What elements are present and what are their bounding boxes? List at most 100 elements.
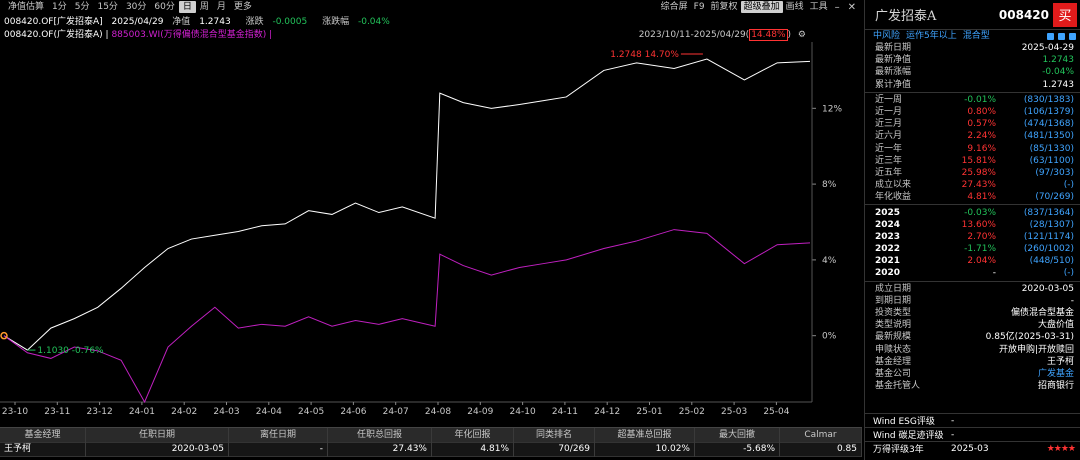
legend-fund[interactable]: 008420.OF(广发招泰A) |: [4, 30, 109, 40]
info-value: 15.81%: [961, 155, 996, 166]
x-tick-label: 25-04: [763, 407, 789, 417]
rank-value[interactable]: (-): [1063, 180, 1074, 191]
info-row: 2022 -1.71% (260/1002): [865, 243, 1080, 255]
info-value: 2025-04-29: [1021, 43, 1074, 54]
rank-value[interactable]: (260/1002): [1023, 244, 1074, 255]
star-icon[interactable]: [1069, 32, 1076, 40]
info-value: 2.70%: [967, 231, 996, 242]
info-row: 近三月 0.57% (474/1368): [865, 118, 1080, 130]
rank-value[interactable]: (106/1379): [1023, 107, 1074, 118]
chart-area[interactable]: 净值估算 1分 5分 15分 30分 60分日周月更多 综合屏 F9 前复权 超级叠加 画线 工具 …: [0, 0, 862, 460]
chart-legend: 008420.OF(广发招泰A) | 885003.WI(万得偏债混合型基金指数…: [4, 29, 272, 41]
info-value: 2.24%: [967, 131, 996, 142]
buy-button[interactable]: 买: [1053, 2, 1077, 27]
rank-value[interactable]: (481/1350): [1023, 131, 1074, 142]
rank-value[interactable]: (448/510): [1029, 256, 1074, 267]
info-value: 25.98%: [961, 167, 996, 178]
info-value: 大盘价值: [1037, 320, 1074, 331]
table-row[interactable]: 王予柯 2020-03-05-27.43% 4.81% 70/269 10.02% -5.…: [0, 442, 862, 457]
info-value: -0.04%: [1042, 67, 1074, 78]
table-cell: 10.02%: [595, 442, 695, 457]
info-row: 最新日期 2025-04-29: [865, 42, 1080, 54]
details-section: 成立日期 2020-03-05 到期日期 - 投资类型 偏债混合型基金 类型说明 大盘价值 最新…: [865, 283, 1080, 393]
series-line-1[interactable]: [3, 229, 811, 404]
rank-value[interactable]: (474/1368): [1023, 119, 1074, 130]
table-header: 基金经理 任职日期 离任日期 任职总回报 年化回报 同类排名 超基准总回报 最大回撤 Calma…: [0, 427, 862, 443]
edit-icon[interactable]: [1047, 32, 1054, 40]
info-label: 2024: [875, 219, 901, 230]
info-row: 2021 2.04% (448/510): [865, 255, 1080, 267]
period-9[interactable]: 更多: [233, 2, 252, 12]
nav-chart[interactable]: 12% 8% 4% 0% 23-10 23-11 23-12 24-01 24-02 24-03 2…: [0, 42, 862, 427]
info-label: 累计净值: [875, 79, 912, 90]
info-row: 累计净值 1.2743: [865, 79, 1080, 91]
period-1[interactable]: 1分: [52, 2, 67, 12]
info-label: 近五年: [875, 167, 903, 178]
table-header-cell[interactable]: 年化回报: [432, 427, 514, 443]
info-row: 申赎状态 开放申购|开放赎回: [865, 344, 1080, 356]
tool-3[interactable]: 超级叠加: [740, 1, 783, 13]
rank-value[interactable]: (121/1174): [1023, 231, 1074, 242]
period-5[interactable]: 60分: [154, 2, 175, 12]
table-header-cell[interactable]: 任职总回报: [328, 427, 432, 443]
rank-value[interactable]: (-): [1063, 268, 1074, 279]
table-header-cell[interactable]: Calmar: [780, 427, 862, 443]
y-tick-label: 8%: [822, 180, 837, 190]
lock-icon[interactable]: [1058, 32, 1065, 40]
settings-icon[interactable]: ⚙: [797, 30, 806, 40]
fund-code-label: 008420.OF[广发招泰A]: [4, 17, 103, 27]
yearly-section: 2025 -0.03% (837/1364) 2024 13.60% (28/1307) 2…: [865, 206, 1080, 279]
minimize-icon[interactable]: –: [834, 1, 840, 13]
rank-value[interactable]: (28/1307): [1029, 219, 1074, 230]
rank-value[interactable]: (63/1100): [1029, 155, 1074, 166]
info-row: 到期日期 -: [865, 295, 1080, 307]
info-label: 到期日期: [875, 295, 912, 306]
x-tick-label: 24-01: [129, 407, 155, 417]
rank-value[interactable]: (85/1330): [1029, 143, 1074, 154]
legend-index[interactable]: 885003.WI(万得偏债混合型基金指数) |: [111, 30, 273, 40]
rank-value[interactable]: (70/269): [1035, 192, 1074, 203]
rank-value[interactable]: (97/303): [1035, 167, 1074, 178]
info-row: 2023 2.70% (121/1174): [865, 231, 1080, 243]
table-header-cell[interactable]: 任职日期: [86, 427, 229, 443]
table-header-cell[interactable]: 超基准总回报: [595, 427, 695, 443]
tool-1[interactable]: F9: [693, 2, 705, 12]
period-3[interactable]: 15分: [97, 2, 118, 12]
info-label: 2022: [875, 244, 901, 255]
period-7[interactable]: 周: [199, 2, 209, 12]
tool-0[interactable]: 综合屏: [660, 2, 688, 12]
period-8[interactable]: 月: [216, 2, 226, 12]
series-line-0[interactable]: [3, 58, 811, 351]
table-header-cell[interactable]: 离任日期: [229, 427, 328, 443]
period-2[interactable]: 5分: [74, 2, 90, 12]
close-icon[interactable]: ✕: [847, 1, 856, 13]
period-0[interactable]: 净值估算: [8, 2, 45, 12]
period-4[interactable]: 30分: [125, 2, 147, 12]
table-header-cell[interactable]: 最大回撤: [695, 427, 780, 443]
x-tick-label: 24-03: [213, 407, 239, 417]
info-label: 2023: [875, 231, 901, 242]
info-row: 成立以来 27.43% (-): [865, 179, 1080, 191]
x-tick-label: 24-12: [594, 407, 620, 417]
max-annotation: 1.2748 14.70%: [610, 50, 679, 60]
info-value: 13.60%: [961, 219, 996, 230]
info-label: 最新净值: [875, 55, 912, 66]
tool-4[interactable]: 画线: [785, 2, 804, 12]
x-tick-label: 23-12: [87, 407, 113, 417]
period-6[interactable]: 日: [178, 1, 196, 13]
info-value: 0.85亿(2025-03-31): [985, 332, 1074, 343]
rank-value[interactable]: (837/1364): [1023, 207, 1074, 218]
tool-5[interactable]: 工具: [809, 2, 828, 12]
rank-value[interactable]: (830/1383): [1023, 94, 1074, 105]
info-row: 基金公司 广发基金: [865, 368, 1080, 380]
date-range[interactable]: 2023/10/11-2025/04/29(14.48%) ⚙: [638, 29, 806, 41]
type-tag: 混合型: [962, 31, 990, 41]
tool-2[interactable]: 前复权: [710, 2, 738, 12]
rating-label: Wind ESG评级: [873, 417, 935, 427]
x-tick-label: 24-05: [298, 407, 324, 417]
rating-section: Wind ESG评级 - Wind 碳足迹评级 - 万得评级3年 2025-03 ★★★★: [865, 413, 1080, 455]
table-header-cell[interactable]: 同类排名: [514, 427, 595, 443]
info-label: 申赎状态: [875, 344, 912, 355]
table-header-cell[interactable]: 基金经理: [0, 427, 86, 443]
table-cell: -5.68%: [695, 442, 780, 457]
